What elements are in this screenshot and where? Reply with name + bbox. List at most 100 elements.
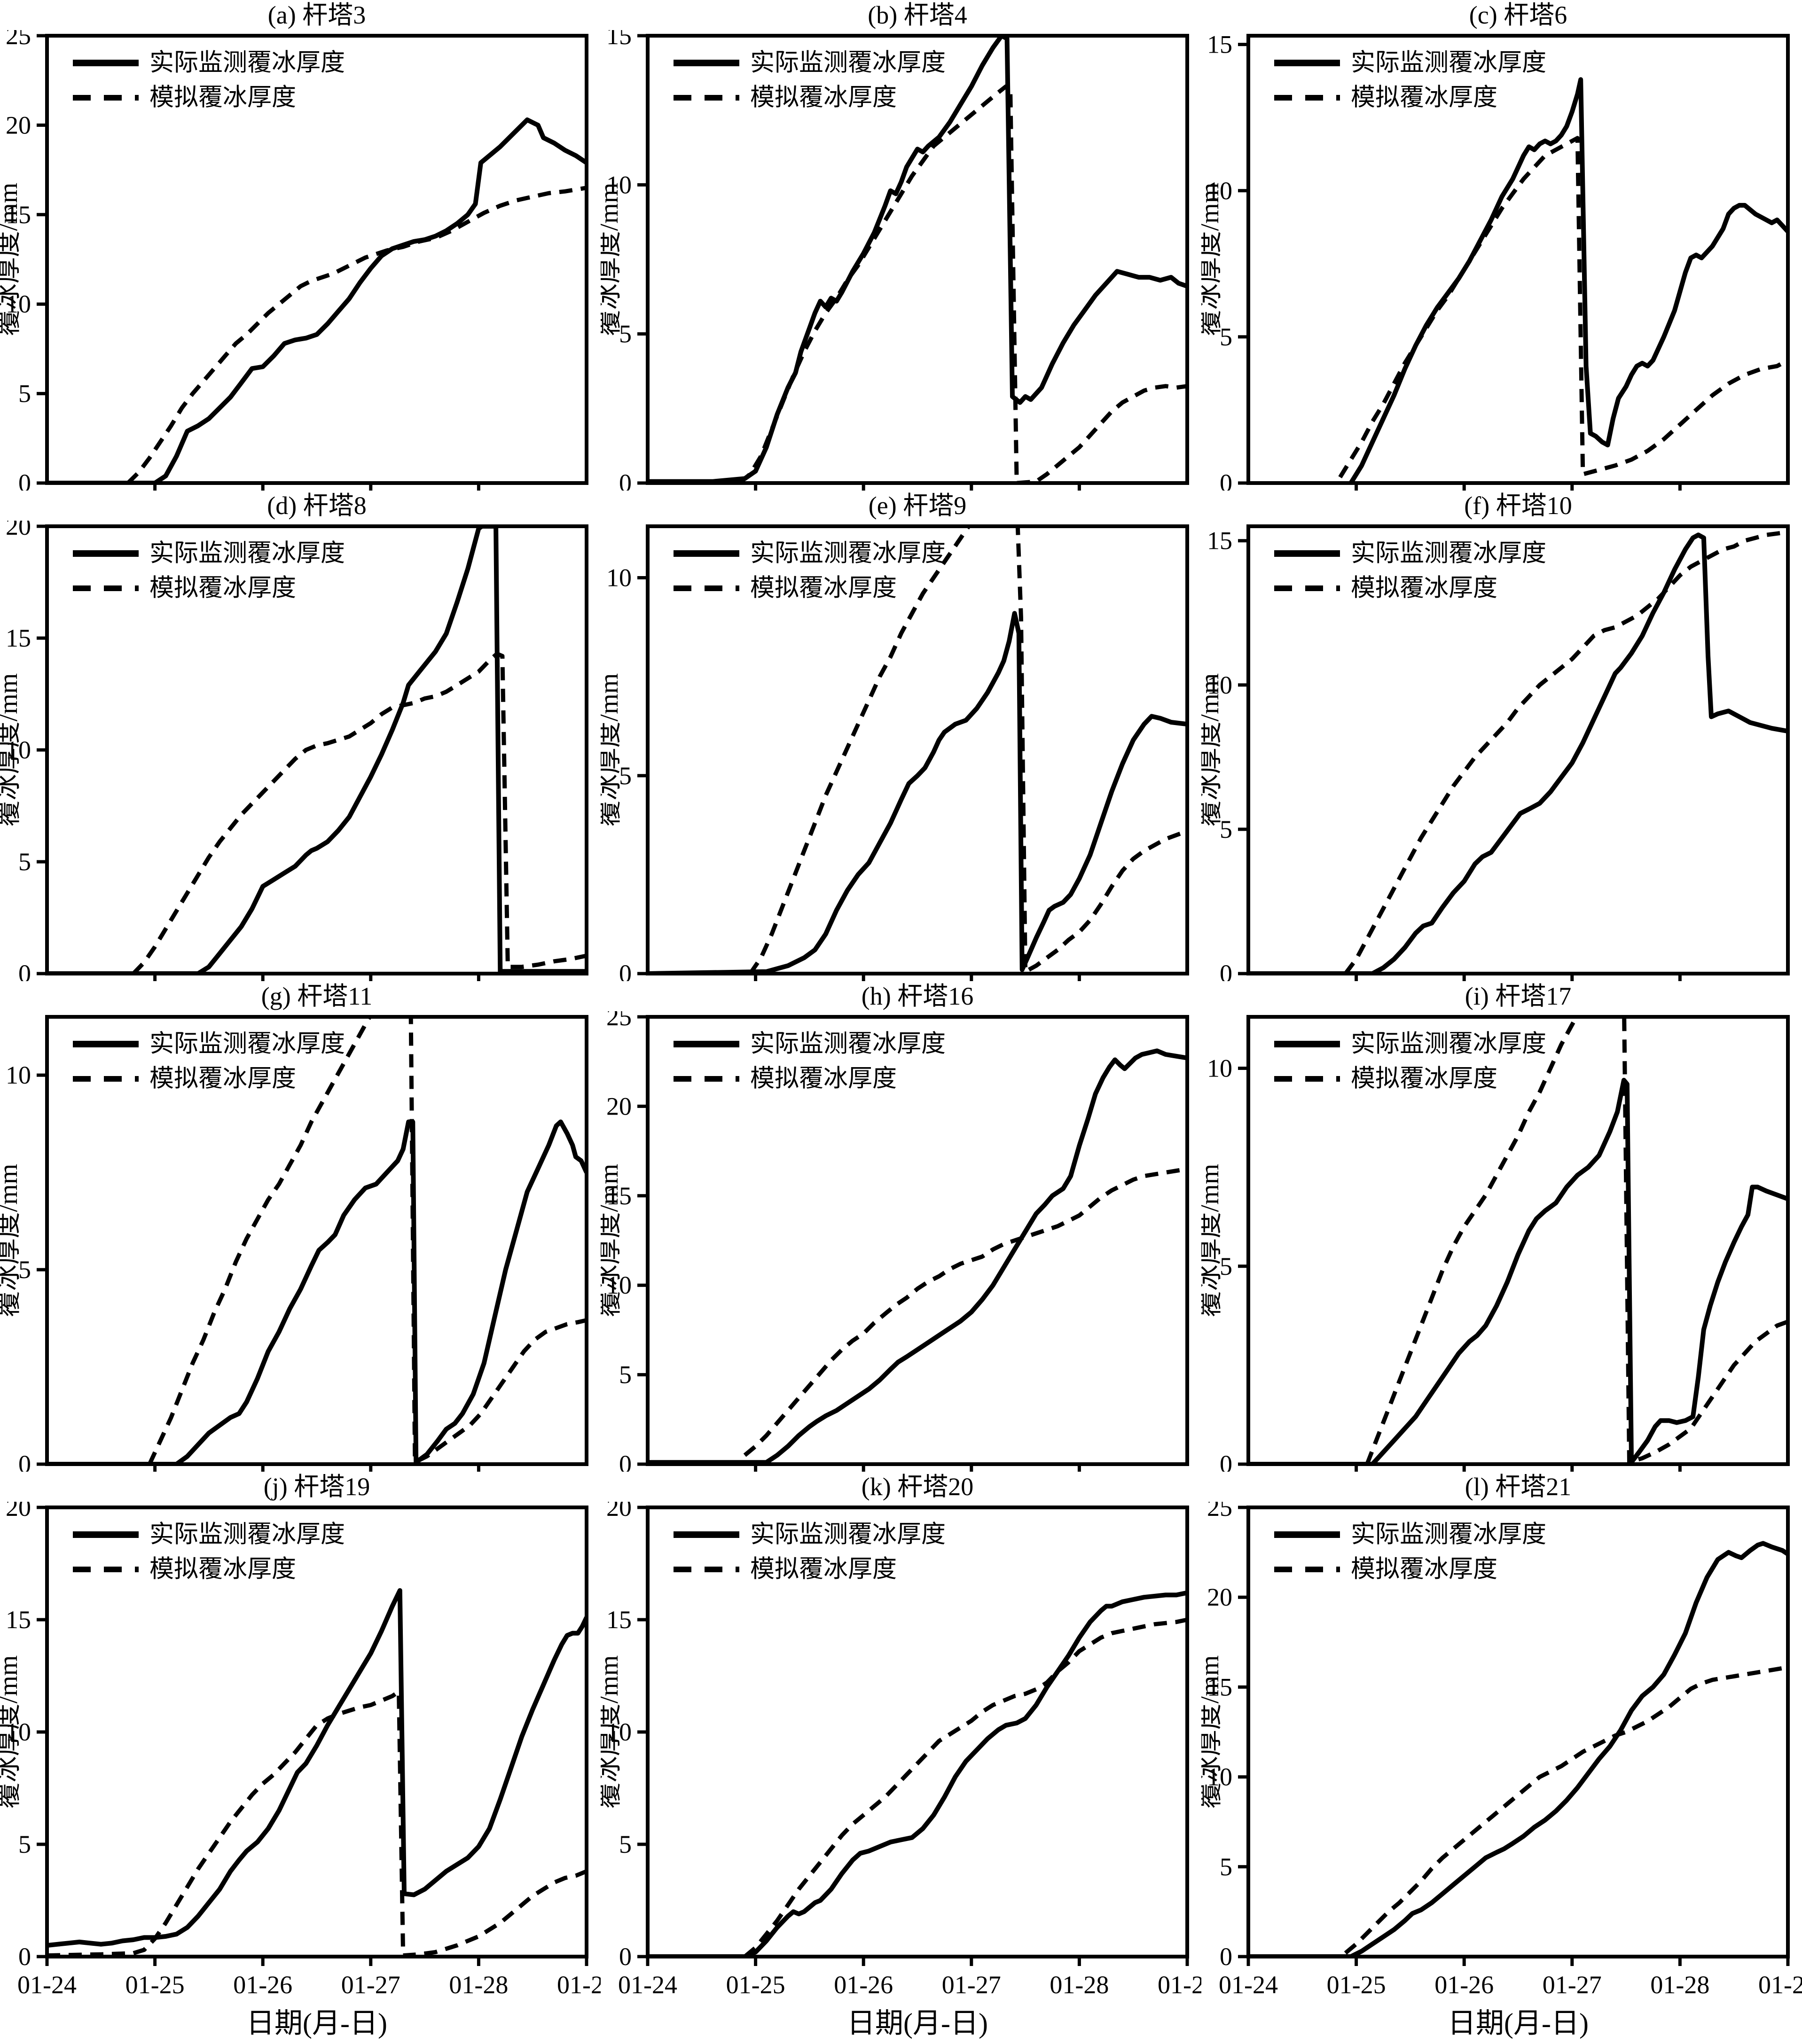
svg-text:模拟覆冰厚度: 模拟覆冰厚度 xyxy=(750,575,897,602)
svg-text:01-29: 01-29 xyxy=(1758,1971,1802,1999)
svg-text:0: 0 xyxy=(1220,469,1232,491)
svg-text:15: 15 xyxy=(6,1606,31,1634)
svg-text:实际监测覆冰厚度: 实际监测覆冰厚度 xyxy=(149,1521,345,1548)
svg-text:01-25: 01-25 xyxy=(125,1971,185,1999)
svg-text:01-28: 01-28 xyxy=(1050,1971,1109,1999)
svg-text:覆冰厚度/mm: 覆冰厚度/mm xyxy=(601,673,624,827)
svg-text:15: 15 xyxy=(606,30,632,50)
svg-text:实际监测覆冰厚度: 实际监测覆冰厚度 xyxy=(1351,540,1546,567)
panel-b-title: (b) 杆塔4 xyxy=(868,1,967,29)
svg-text:模拟覆冰厚度: 模拟覆冰厚度 xyxy=(750,1066,897,1092)
svg-text:10: 10 xyxy=(1207,1763,1232,1791)
svg-text:25: 25 xyxy=(1207,1502,1232,1521)
svg-text:20: 20 xyxy=(606,1092,632,1120)
panel-k-title: (k) 杆塔20 xyxy=(861,1473,974,1501)
svg-text:0: 0 xyxy=(18,960,31,981)
panel-i-title: (i) 杆塔17 xyxy=(1465,982,1572,1010)
svg-text:20: 20 xyxy=(1207,1583,1232,1611)
panel-l-title: (l) 杆塔21 xyxy=(1465,1473,1572,1501)
svg-text:覆冰厚度/mm: 覆冰厚度/mm xyxy=(0,183,23,336)
svg-text:01-29: 01-29 xyxy=(557,1971,601,1999)
svg-text:01-25: 01-25 xyxy=(1327,1971,1386,1999)
svg-text:0: 0 xyxy=(1220,1943,1232,1971)
panel-j: (j) 杆塔19 0 5 10 15 20 01-24 01-25 01-26 01-27 01-… xyxy=(0,1472,601,2044)
svg-text:实际监测覆冰厚度: 实际监测覆冰厚度 xyxy=(149,1031,345,1058)
svg-text:模拟覆冰厚度: 模拟覆冰厚度 xyxy=(1351,85,1497,111)
svg-text:10: 10 xyxy=(606,1718,632,1746)
svg-text:模拟覆冰厚度: 模拟覆冰厚度 xyxy=(750,1556,897,1583)
svg-text:5: 5 xyxy=(619,762,632,790)
svg-text:实际监测覆冰厚度: 实际监测覆冰厚度 xyxy=(1351,50,1546,77)
svg-text:模拟覆冰厚度: 模拟覆冰厚度 xyxy=(149,1066,296,1092)
svg-text:0: 0 xyxy=(18,1450,31,1472)
svg-text:覆冰厚度/mm: 覆冰厚度/mm xyxy=(1201,673,1224,827)
svg-text:01-27: 01-27 xyxy=(341,1971,400,1999)
svg-text:模拟覆冰厚度: 模拟覆冰厚度 xyxy=(149,85,296,111)
svg-text:5: 5 xyxy=(1220,1853,1232,1881)
svg-text:01-26: 01-26 xyxy=(1434,1971,1494,1999)
svg-text:5: 5 xyxy=(18,1256,31,1284)
svg-text:15: 15 xyxy=(1207,1673,1232,1701)
svg-text:实际监测覆冰厚度: 实际监测覆冰厚度 xyxy=(750,1031,946,1058)
svg-text:日期(月-日): 日期(月-日) xyxy=(847,2008,988,2039)
svg-text:01-28: 01-28 xyxy=(1650,1971,1709,1999)
panel-f: (f) 杆塔10 0 5 10 15 覆冰厚度/mm 实际监测覆冰厚度 模拟覆冰厚度 xyxy=(1201,491,1802,981)
svg-text:0: 0 xyxy=(18,1943,31,1971)
svg-text:25: 25 xyxy=(606,1011,632,1031)
svg-text:5: 5 xyxy=(1220,1252,1232,1280)
svg-text:0: 0 xyxy=(619,1450,632,1472)
svg-text:实际监测覆冰厚度: 实际监测覆冰厚度 xyxy=(750,540,946,567)
svg-text:01-28: 01-28 xyxy=(449,1971,508,1999)
svg-text:5: 5 xyxy=(18,380,31,408)
panel-e-title: (e) 杆塔9 xyxy=(868,491,967,520)
svg-text:10: 10 xyxy=(6,736,31,764)
svg-text:10: 10 xyxy=(6,290,31,318)
svg-text:模拟覆冰厚度: 模拟覆冰厚度 xyxy=(149,575,296,602)
svg-text:5: 5 xyxy=(1220,815,1232,843)
svg-text:实际监测覆冰厚度: 实际监测覆冰厚度 xyxy=(750,1521,946,1548)
svg-text:5: 5 xyxy=(18,1830,31,1858)
panel-j-plot: 0 5 10 15 20 01-24 01-25 01-26 01-27 01-28 01-29 覆冰… xyxy=(0,1502,601,2039)
panel-j-title: (j) 杆塔19 xyxy=(263,1473,370,1501)
panel-d-title: (d) 杆塔8 xyxy=(267,491,367,520)
svg-text:10: 10 xyxy=(606,564,632,592)
svg-text:10: 10 xyxy=(1207,177,1232,205)
svg-text:15: 15 xyxy=(1207,527,1232,555)
svg-text:覆冰厚度/mm: 覆冰厚度/mm xyxy=(1201,1655,1224,1809)
svg-text:模拟覆冰厚度: 模拟覆冰厚度 xyxy=(1351,575,1497,602)
svg-text:15: 15 xyxy=(1207,31,1232,59)
panel-i: (i) 杆塔17 0 5 10 覆冰厚度/mm 实际监测覆冰厚度 模拟覆冰厚度 xyxy=(1201,981,1802,1472)
svg-text:5: 5 xyxy=(1220,323,1232,351)
svg-text:覆冰厚度/mm: 覆冰厚度/mm xyxy=(601,1164,624,1318)
svg-text:10: 10 xyxy=(1207,1054,1232,1083)
svg-text:模拟覆冰厚度: 模拟覆冰厚度 xyxy=(750,85,897,111)
svg-text:覆冰厚度/mm: 覆冰厚度/mm xyxy=(1201,183,1224,336)
svg-text:实际监测覆冰厚度: 实际监测覆冰厚度 xyxy=(750,50,946,77)
svg-text:覆冰厚度/mm: 覆冰厚度/mm xyxy=(1201,1164,1224,1318)
svg-text:模拟覆冰厚度: 模拟覆冰厚度 xyxy=(149,1556,296,1583)
panel-k-plot: 0 5 10 15 20 01-24 01-25 01-26 01-27 01-28 01-29 覆冰… xyxy=(601,1502,1201,2039)
svg-text:20: 20 xyxy=(606,1502,632,1521)
svg-text:覆冰厚度/mm: 覆冰厚度/mm xyxy=(601,183,624,336)
panel-a-title: (a) 杆塔3 xyxy=(267,1,366,29)
panel-c: (c) 杆塔6 0 5 10 15 覆冰厚度/mm 实际监测覆冰厚度 模拟覆冰厚度 xyxy=(1201,0,1802,491)
svg-text:15: 15 xyxy=(6,201,31,229)
panel-h: (h) 杆塔16 0 5 10 15 20 25 覆冰厚度/mm 实际监测覆冰厚度 模拟覆冰厚度 xyxy=(601,981,1201,1472)
svg-text:模拟覆冰厚度: 模拟覆冰厚度 xyxy=(1351,1556,1497,1583)
svg-text:覆冰厚度/mm: 覆冰厚度/mm xyxy=(0,1655,23,1809)
panel-a: (a) 杆塔3 0 5 10 15 20 25 覆冰厚度/mm 实际监测覆冰厚度 模拟覆冰厚度 xyxy=(0,0,601,491)
svg-text:覆冰厚度/mm: 覆冰厚度/mm xyxy=(601,1655,624,1809)
svg-text:实际监测覆冰厚度: 实际监测覆冰厚度 xyxy=(1351,1031,1546,1058)
svg-text:10: 10 xyxy=(1207,671,1232,699)
svg-text:5: 5 xyxy=(619,1830,632,1858)
svg-text:覆冰厚度/mm: 覆冰厚度/mm xyxy=(0,1164,23,1318)
svg-text:15: 15 xyxy=(606,1606,632,1634)
svg-text:实际监测覆冰厚度: 实际监测覆冰厚度 xyxy=(1351,1521,1546,1548)
